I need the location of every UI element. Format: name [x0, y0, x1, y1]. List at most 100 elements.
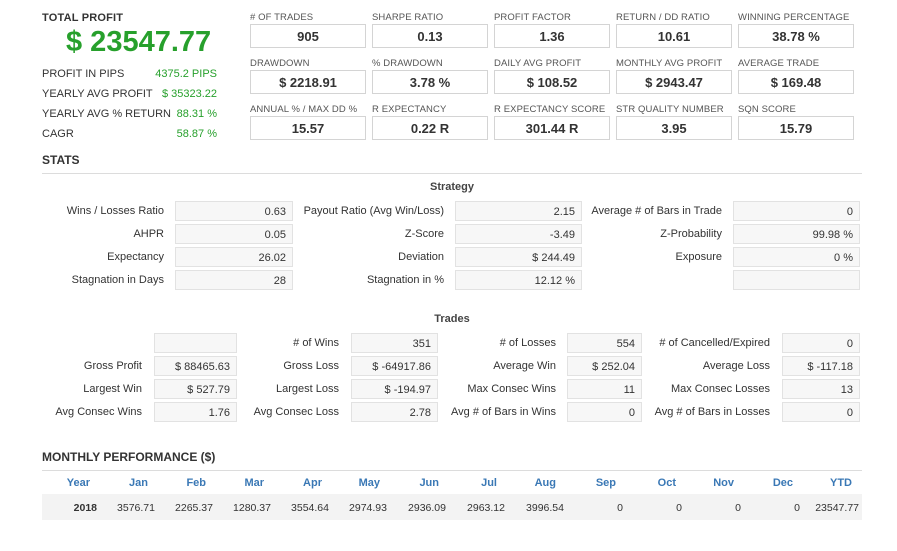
kpi-value: 1.36 [494, 24, 610, 48]
stat-value: 26.02 [175, 247, 293, 267]
summary-value: 58.87 % [176, 128, 217, 140]
stat-value: 351 [351, 333, 438, 353]
month-header: YTD [830, 477, 852, 489]
kpi-value: 3.95 [616, 116, 732, 140]
kpi-value: 0.22 R [372, 116, 488, 140]
kpi-label: AVERAGE TRADE [738, 58, 820, 69]
year-cell: 2018 [73, 502, 97, 514]
month-header: Oct [657, 477, 676, 489]
kpi-value: $ 108.52 [494, 70, 610, 94]
kpi-value: $ 2218.91 [250, 70, 366, 94]
kpi-value: $ 169.48 [738, 70, 854, 94]
stat-value: 28 [175, 270, 293, 290]
month-header: Sep [595, 477, 616, 489]
stat-label: AHPR [133, 228, 164, 240]
stat-value: $ 244.49 [455, 247, 582, 267]
monthly-title: MONTHLY PERFORMANCE ($) [42, 450, 216, 464]
summary-label: YEARLY AVG % RETURN [42, 108, 171, 120]
monthly-divider [42, 470, 862, 471]
kpi-value: $ 2943.47 [616, 70, 732, 94]
summary-value: $ 35323.22 [161, 88, 217, 100]
stat-label: Max Consec Losses [670, 383, 770, 395]
summary-value: 4375.2 PIPS [155, 68, 217, 80]
month-header: Feb [186, 477, 206, 489]
stat-value: 0.63 [175, 201, 293, 221]
kpi-label: # OF TRADES [250, 12, 314, 23]
kpi-average-trade: AVERAGE TRADE $ 169.48 [738, 58, 856, 94]
kpi-sqn-score: SQN SCORE 15.79 [738, 104, 856, 140]
month-cell: 2963.12 [467, 502, 505, 514]
stat-value: 11 [567, 379, 642, 399]
total-profit-label: TOTAL PROFIT [42, 12, 124, 24]
stat-value: 0 [567, 402, 642, 422]
stat-label: Avg Consec Loss [253, 406, 339, 418]
ytd-cell: 23547.77 [815, 502, 859, 514]
stat-value: 554 [567, 333, 642, 353]
month-header: Mar [244, 477, 264, 489]
month-header: Nov [713, 477, 734, 489]
stat-value: 0 % [733, 247, 860, 267]
kpi-label: DAILY AVG PROFIT [494, 58, 582, 69]
kpi-str-quality: STR QUALITY NUMBER 3.95 [616, 104, 734, 140]
month-header: Dec [772, 477, 793, 489]
stat-label: Deviation [398, 251, 444, 263]
month-cell: 0 [617, 502, 623, 514]
stat-label: # of Cancelled/Expired [659, 337, 770, 349]
stat-value: $ -117.18 [782, 356, 860, 376]
stat-label: Max Consec Wins [467, 383, 556, 395]
stat-value: $ -64917.86 [351, 356, 438, 376]
month-cell: 0 [735, 502, 741, 514]
yearly-avg-profit-row: YEARLY AVG PROFIT $ 35323.22 [42, 88, 217, 104]
stat-value: 2.15 [455, 201, 582, 221]
stat-value: 0 [782, 333, 860, 353]
month-cell: 2265.37 [175, 502, 213, 514]
profit-in-pips-row: PROFIT IN PIPS 4375.2 PIPS [42, 68, 217, 84]
month-header: May [358, 477, 380, 489]
kpi-label: DRAWDOWN [250, 58, 310, 69]
month-cell: 2936.09 [408, 502, 446, 514]
total-profit-value: $ 23547.77 [66, 26, 212, 58]
kpi-label: SQN SCORE [738, 104, 796, 115]
stat-label: Expectancy [107, 251, 164, 263]
strategy-title: Strategy [429, 181, 475, 193]
month-cell: 0 [676, 502, 682, 514]
month-header: Jan [129, 477, 148, 489]
stat-value [154, 333, 237, 353]
kpi-daily-avg: DAILY AVG PROFIT $ 108.52 [494, 58, 612, 94]
stat-label: Gross Profit [83, 360, 142, 372]
kpi-label: PROFIT FACTOR [494, 12, 571, 23]
stats-title: STATS [42, 153, 80, 167]
kpi-monthly-avg: MONTHLY AVG PROFIT $ 2943.47 [616, 58, 734, 94]
month-header: Jun [419, 477, 439, 489]
kpi-drawdown: DRAWDOWN $ 2218.91 [250, 58, 368, 94]
stat-value: 0 [733, 201, 860, 221]
month-header: Year [66, 477, 90, 489]
month-header: Aug [534, 477, 556, 489]
stat-value: $ 88465.63 [154, 356, 237, 376]
trades-title: Trades [434, 313, 470, 325]
month-cell: 0 [794, 502, 800, 514]
summary-label: CAGR [42, 128, 74, 140]
month-header: Apr [303, 477, 322, 489]
stat-value: 99.98 % [733, 224, 860, 244]
cagr-row: CAGR 58.87 % [42, 128, 217, 144]
stat-label: Exposure [675, 251, 722, 263]
kpi-label: R EXPECTANCY [372, 104, 447, 115]
kpi-label: R EXPECTANCY SCORE [494, 104, 606, 115]
kpi-value: 10.61 [616, 24, 732, 48]
kpi-value: 905 [250, 24, 366, 48]
kpi-trades: # OF TRADES 905 [250, 12, 368, 48]
stat-value: 2.78 [351, 402, 438, 422]
stat-label: # of Wins [293, 337, 339, 349]
stat-value [733, 270, 860, 290]
kpi-label: WINNING PERCENTAGE [738, 12, 850, 23]
kpi-label: ANNUAL % / MAX DD % [250, 104, 358, 115]
kpi-r-expectancy-score: R EXPECTANCY SCORE 301.44 R [494, 104, 612, 140]
month-cell: 3996.54 [526, 502, 564, 514]
stat-label: Average # of Bars in Trade [591, 205, 722, 217]
stat-label: Wins / Losses Ratio [66, 205, 164, 217]
kpi-value: 3.78 % [372, 70, 488, 94]
summary-label: YEARLY AVG PROFIT [42, 88, 153, 100]
kpi-value: 15.57 [250, 116, 366, 140]
stat-label: Stagnation in % [366, 274, 444, 286]
